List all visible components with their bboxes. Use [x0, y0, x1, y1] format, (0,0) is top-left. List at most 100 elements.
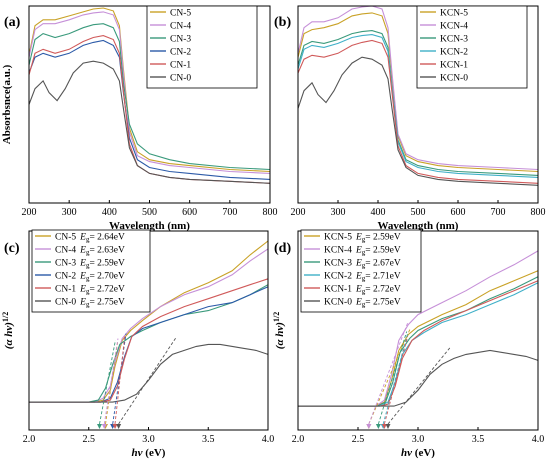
y-axis-label: (α hv)1/2 [1, 312, 16, 349]
eg-arrow-cn-3 [97, 424, 103, 429]
legend-label-kcn-0: KCN-0 Eg= 2.75eV [324, 298, 401, 309]
x-tick-label: 400 [371, 207, 386, 218]
legend-label-cn-3: CN-3 Eg= 2.59eV [55, 259, 125, 270]
tangent-line-kcn-4 [368, 321, 409, 425]
series-line-kcn-4 [297, 5, 539, 171]
x-tick-label: 4.0 [262, 434, 275, 445]
y-axis-label: (α hv)1/2 [272, 312, 287, 349]
x-tick-label: 500 [142, 207, 157, 218]
tangent-line-kcn-0 [387, 346, 452, 425]
legend-label-kcn-3: KCN-3 [440, 35, 468, 45]
x-axis-label: hv (eV) [401, 447, 435, 459]
eg-arrow-kcn-3 [375, 424, 381, 429]
series-line-kcn-5 [297, 12, 539, 173]
eg-arrow-kcn-0 [385, 424, 391, 429]
legend-label-cn-2: CN-2 [170, 48, 191, 58]
series-line-kcn-3 [298, 276, 539, 407]
series-line-cn-3 [28, 23, 271, 171]
legend-box [416, 5, 528, 89]
tangent-line-cn-4 [103, 338, 119, 425]
legend-label-kcn-3: KCN-3 Eg= 2.67eV [324, 259, 401, 270]
series-line-kcn-0 [298, 349, 539, 407]
series-line-cn-0 [29, 343, 269, 403]
x-tick-label: 300 [331, 207, 346, 218]
series-line-kcn-2 [298, 282, 539, 407]
y-axis-label: Absorbsnce(a.u.) [1, 64, 13, 144]
x-axis-label: Wavelength (nm) [109, 220, 190, 232]
legend: CN-5 CN-4 CN-3 CN-2 CN-1 CN-0 [146, 5, 258, 89]
panel-label: (c) [4, 241, 20, 256]
x-tick-label: 2.0 [23, 434, 36, 445]
x-tick-label: 3.5 [202, 434, 215, 445]
series-line-kcn-3 [297, 30, 539, 176]
legend: KCN-5 KCN-4 KCN-3 KCN-2 KCN-1 KCN-0 [416, 5, 528, 89]
legend-label-cn-3: CN-3 [170, 35, 191, 45]
x-tick-label: 4.0 [532, 434, 545, 445]
legend-label-kcn-1: KCN-1 [440, 61, 468, 71]
tangent-line-kcn-2 [382, 332, 409, 425]
x-tick-label: 3.5 [472, 434, 485, 445]
x-tick-label: 800 [263, 207, 278, 218]
eg-arrow-cn-1 [112, 424, 118, 429]
legend-label-kcn-1: KCN-1 Eg= 2.72eV [324, 285, 401, 296]
series-line-kcn-0 [297, 56, 539, 186]
legend-box [146, 5, 258, 89]
x-tick-label: 300 [62, 207, 77, 218]
legend-label-cn-5: CN-5 [170, 9, 191, 19]
legend-label-kcn-2: KCN-2 [440, 48, 468, 58]
series-line-cn-2 [28, 39, 271, 180]
legend-label-kcn-4: KCN-4 Eg= 2.59eV [324, 246, 401, 257]
chart-panel-4: 2.0 2.5 3.0 3.5 4.0 hv (eV) (α hv)1/2 (d) KCN-5 E… [272, 229, 545, 459]
tangent-line-kcn-3 [377, 331, 408, 425]
x-tick-label: 400 [102, 207, 117, 218]
x-axis-label: hv (eV) [132, 447, 166, 459]
series-line-cn-2 [29, 286, 269, 403]
series-line-kcn-4 [298, 250, 539, 407]
x-tick-label: 3.0 [412, 434, 425, 445]
eg-arrow-kcn-1 [381, 424, 387, 429]
x-tick-label: 600 [451, 207, 466, 218]
legend-label-kcn-5: KCN-5 [440, 9, 468, 19]
x-axis-label: Wavelength (nm) [378, 220, 459, 232]
panel-label: (d) [274, 241, 291, 256]
x-tick-label: 700 [491, 207, 506, 218]
tangent-line-cn-0 [118, 336, 178, 425]
legend-label-cn-1: CN-1 [170, 61, 191, 71]
tangent-line-kcn-5 [368, 329, 411, 425]
legend-label-kcn-4: KCN-4 [440, 22, 468, 32]
legend-label-cn-5: CN-5 Eg= 2.64eV [55, 233, 125, 244]
legend: CN-5 Eg= 2.64eV CN-4 Eg= 2.63eV CN-3 Eg= 2.59… [31, 229, 151, 313]
eg-arrow-cn-4 [101, 424, 107, 429]
series-line-cn-4 [28, 11, 271, 174]
x-tick-label: 200 [291, 207, 306, 218]
series-line-cn-5 [28, 7, 271, 173]
legend-label-cn-0: CN-0 Eg= 2.75eV [55, 298, 125, 309]
x-tick-label: 3.0 [142, 434, 155, 445]
x-tick-label: 500 [411, 207, 426, 218]
legend-label-cn-1: CN-1 Eg= 2.72eV [55, 285, 125, 296]
legend-box [31, 229, 151, 313]
series-line-kcn-1 [298, 280, 539, 407]
tangent-line-kcn-1 [383, 336, 409, 425]
x-tick-label: 600 [182, 207, 197, 218]
x-tick-label: 2.5 [352, 434, 365, 445]
series-line-cn-1 [29, 278, 269, 403]
legend-label-kcn-5: KCN-5 Eg= 2.59eV [324, 233, 401, 244]
eg-arrow-cn-0 [116, 424, 122, 429]
x-tick-label: 700 [222, 207, 237, 218]
legend-label-cn-4: CN-4 Eg= 2.63eV [55, 246, 125, 257]
tangent-line-cn-5 [105, 342, 119, 425]
series-line-kcn-2 [297, 34, 539, 178]
x-tick-label: 800 [531, 207, 546, 218]
eg-arrow-kcn-4 [366, 424, 372, 429]
legend-box [300, 229, 422, 313]
panel-label: (a) [4, 15, 21, 30]
x-tick-label: 2.0 [292, 434, 305, 445]
x-tick-label: 200 [22, 207, 37, 218]
legend-label-cn-0: CN-0 [170, 74, 191, 84]
tangent-line-cn-3 [99, 340, 116, 425]
chart-panel-3: 2.0 2.5 3.0 3.5 4.0 hv (eV) (α hv)1/2 (c) CN-5 Eg… [1, 229, 275, 459]
series-line-cn-4 [29, 248, 269, 403]
legend: KCN-5 Eg= 2.59eV KCN-4 Eg= 2.59eV KCN-3 Eg= 2… [300, 229, 422, 313]
